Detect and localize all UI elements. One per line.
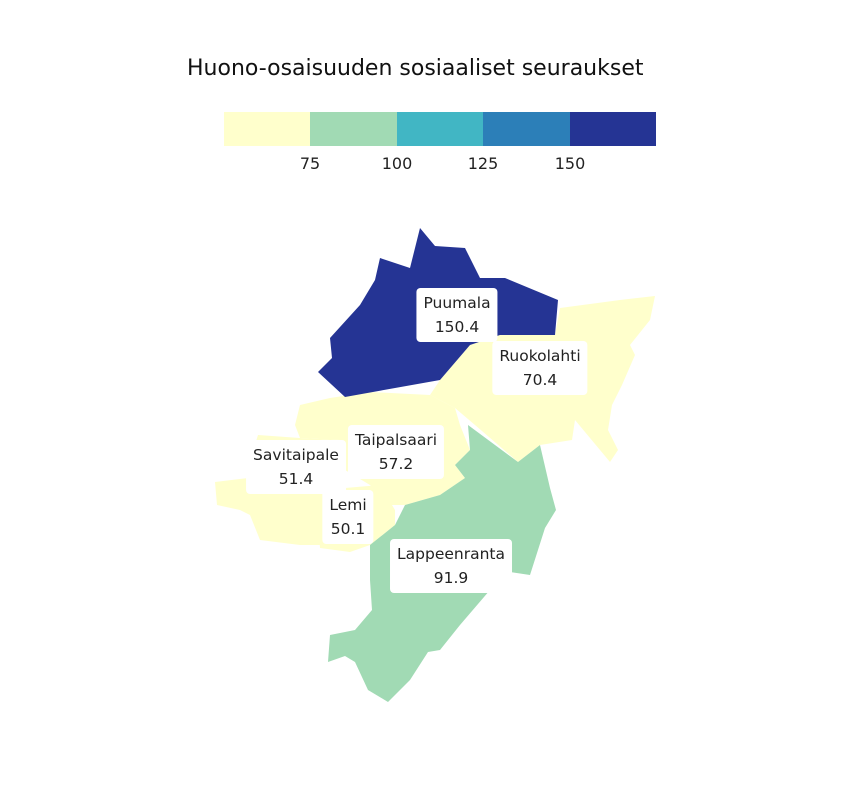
region-label-lappeenranta: Lappeenranta 91.9 <box>390 539 512 593</box>
region-label-lemi: Lemi 50.1 <box>322 490 374 544</box>
region-label-taipalsaari: Taipalsaari 57.2 <box>347 425 445 479</box>
region-name: Taipalsaari <box>354 431 438 449</box>
legend-swatch-2 <box>310 112 397 146</box>
legend-tick-125: 125 <box>467 154 499 173</box>
legend-swatch-1 <box>224 112 311 146</box>
region-label-ruokolahti: Ruokolahti 70.4 <box>492 341 588 395</box>
legend-tick-75: 75 <box>299 154 321 173</box>
region-value: 50.1 <box>330 520 366 538</box>
region-name: Ruokolahti <box>499 347 581 365</box>
region-value: 51.4 <box>278 470 314 488</box>
region-label-puumala: Puumala 150.4 <box>416 288 498 342</box>
legend-tick-150: 150 <box>554 154 586 173</box>
region-label-savitaipale: Savitaipale 51.4 <box>246 440 346 494</box>
region-value: 91.9 <box>433 569 469 587</box>
map-title: Huono-osaisuuden sosiaaliset seuraukset <box>187 56 644 81</box>
region-value: 70.4 <box>522 371 558 389</box>
region-name: Lappeenranta <box>397 545 505 563</box>
legend-swatch-3 <box>396 112 484 146</box>
legend-tick-100: 100 <box>381 154 413 173</box>
legend-swatch-4 <box>483 112 570 146</box>
region-name: Savitaipale <box>253 446 339 464</box>
region-value: 57.2 <box>378 455 414 473</box>
region-name: Lemi <box>329 496 367 514</box>
color-legend <box>224 112 657 146</box>
legend-swatch-5 <box>569 112 657 146</box>
region-value: 150.4 <box>434 318 480 336</box>
region-name: Puumala <box>423 294 491 312</box>
